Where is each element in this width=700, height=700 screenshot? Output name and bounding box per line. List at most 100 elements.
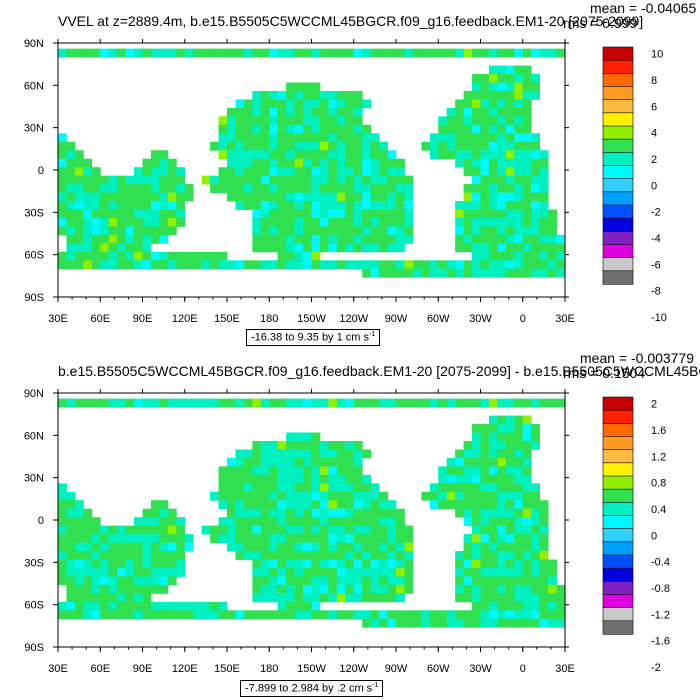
ocean-cell [328, 99, 338, 109]
ocean-cell [319, 158, 329, 168]
ocean-cell [336, 141, 346, 151]
ocean-cell [336, 133, 346, 143]
ocean-cell [472, 82, 481, 92]
ocean-cell [396, 158, 405, 168]
ocean-cell [505, 567, 515, 577]
ocean-cell [488, 209, 498, 219]
ocean-cell [117, 201, 126, 210]
ocean-cell [260, 542, 270, 552]
ocean-cell [150, 226, 160, 236]
ocean-cell [167, 576, 177, 586]
ocean-cell [134, 260, 143, 270]
ocean-cell [345, 517, 355, 527]
ocean-cell [463, 99, 473, 109]
ocean-cell [379, 559, 388, 569]
legend-swatch [602, 73, 634, 88]
ocean-cell [319, 226, 329, 236]
ocean-cell [353, 457, 363, 467]
ocean-cell [404, 209, 414, 219]
ocean-cell [353, 107, 363, 117]
ocean-cell [505, 534, 515, 543]
ocean-cell [74, 184, 84, 193]
ocean-cell [167, 201, 177, 210]
ocean-cell [167, 601, 177, 611]
ocean-cell [319, 48, 329, 58]
ocean-cell [480, 251, 490, 261]
ocean-cell [396, 559, 405, 569]
ocean-cell [91, 167, 101, 177]
ocean-cell [488, 217, 498, 227]
ocean-cell [83, 243, 93, 253]
range-label: -16.38 to 9.35 by 1 cm s-1 [246, 329, 381, 346]
ocean-cell [548, 567, 557, 577]
ocean-cell [522, 184, 532, 193]
ocean-cell [159, 500, 169, 510]
ocean-cell [488, 90, 498, 100]
ocean-cell [125, 184, 135, 193]
ocean-cell [277, 175, 287, 185]
ocean-cell [336, 201, 346, 210]
ocean-cell [438, 491, 448, 501]
ocean-cell [328, 576, 338, 586]
ocean-cell [463, 48, 473, 58]
ocean-cell [235, 184, 245, 193]
x-tick-label: 30E [555, 313, 575, 325]
ocean-cell [319, 466, 329, 476]
ocean-cell [480, 508, 490, 518]
ocean-cell [235, 124, 245, 134]
ocean-cell [303, 508, 312, 518]
ocean-cell [353, 610, 363, 620]
ocean-cell [134, 48, 143, 58]
ocean-cell [117, 209, 126, 219]
legend-swatch [602, 409, 634, 424]
ocean-cell [404, 551, 414, 560]
ocean-cell [531, 576, 541, 586]
ocean-cell [480, 107, 490, 117]
chart-title: VVEL at z=2889.4m, b.e15.B5505C5WCCML45B… [58, 13, 644, 29]
ocean-cell [345, 99, 355, 109]
ocean-cell [108, 175, 118, 185]
ocean-cell [328, 567, 338, 577]
ocean-cell [142, 584, 152, 594]
ocean-cell [227, 508, 236, 518]
ocean-cell [522, 124, 532, 134]
ocean-cell [514, 82, 524, 92]
ocean-cell [260, 474, 270, 484]
ocean-cell [218, 398, 228, 408]
ocean-cell [303, 491, 312, 501]
ocean-cell [286, 141, 295, 151]
ocean-cell [125, 226, 135, 236]
ocean-cell [531, 90, 541, 100]
ocean-cell [319, 192, 329, 202]
ocean-cell [556, 584, 566, 594]
ocean-cell [370, 48, 380, 58]
ocean-cell [455, 610, 464, 620]
ocean-cell [336, 158, 346, 168]
ocean-cell [438, 466, 448, 476]
ocean-cell [522, 217, 532, 227]
ocean-cell [345, 158, 355, 168]
ocean-cell [345, 141, 355, 151]
ocean-cell [505, 234, 515, 244]
ocean-cell [556, 610, 566, 620]
ocean-cell [505, 440, 515, 450]
ocean-cell [58, 141, 67, 151]
ocean-cell [387, 551, 397, 560]
ocean-cell [328, 551, 338, 560]
ocean-cell [193, 251, 203, 261]
ocean-cell [488, 517, 498, 527]
ocean-cell [497, 65, 507, 75]
ocean-cell [463, 610, 473, 620]
ocean-cell [58, 483, 67, 493]
ocean-cell [370, 593, 380, 603]
ocean-cell [294, 593, 304, 603]
ocean-cell [336, 474, 346, 484]
ocean-cell [514, 116, 524, 126]
ocean-cell [294, 457, 304, 467]
ocean-cell [150, 175, 160, 185]
ocean-cell [379, 48, 388, 58]
ocean-cell [488, 175, 498, 185]
ocean-cell [421, 260, 431, 270]
ocean-cell [522, 424, 532, 433]
ocean-cell [488, 201, 498, 210]
